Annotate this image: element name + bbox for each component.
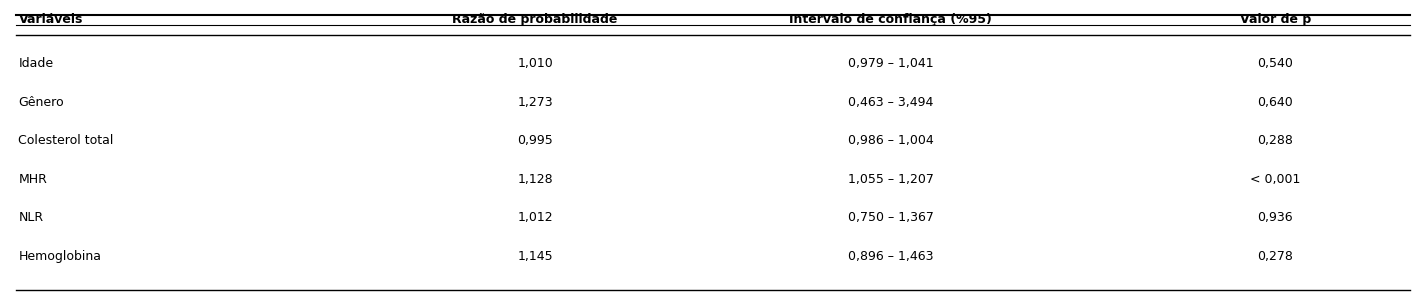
Text: 1,273: 1,273: [518, 96, 553, 109]
Text: Hemoglobina: Hemoglobina: [19, 250, 101, 263]
Text: 1,145: 1,145: [518, 250, 553, 263]
Text: 0,979 – 1,041: 0,979 – 1,041: [848, 57, 934, 70]
Text: 0,896 – 1,463: 0,896 – 1,463: [848, 250, 934, 263]
Text: 1,012: 1,012: [518, 211, 553, 224]
Text: 0,640: 0,640: [1258, 96, 1293, 109]
Text: Variáveis: Variáveis: [19, 13, 83, 26]
Text: 0,936: 0,936: [1258, 211, 1293, 224]
Text: Gênero: Gênero: [19, 96, 64, 109]
Text: Colesterol total: Colesterol total: [19, 134, 114, 147]
Text: < 0,001: < 0,001: [1251, 173, 1301, 186]
Text: 0,288: 0,288: [1258, 134, 1293, 147]
Text: Intervalo de confiança (%95): Intervalo de confiança (%95): [790, 13, 992, 26]
Text: 0,278: 0,278: [1258, 250, 1293, 263]
Text: Razão de probabilidade: Razão de probabilidade: [452, 13, 617, 26]
Text: MHR: MHR: [19, 173, 47, 186]
Text: Valor de p: Valor de p: [1239, 13, 1310, 26]
Text: 1,128: 1,128: [518, 173, 553, 186]
Text: 1,010: 1,010: [518, 57, 553, 70]
Text: NLR: NLR: [19, 211, 44, 224]
Text: 0,750 – 1,367: 0,750 – 1,367: [848, 211, 934, 224]
Text: Idade: Idade: [19, 57, 54, 70]
Text: 0,463 – 3,494: 0,463 – 3,494: [848, 96, 934, 109]
Text: 0,540: 0,540: [1258, 57, 1293, 70]
Text: 0,995: 0,995: [518, 134, 553, 147]
Text: 0,986 – 1,004: 0,986 – 1,004: [848, 134, 934, 147]
Text: 1,055 – 1,207: 1,055 – 1,207: [848, 173, 934, 186]
